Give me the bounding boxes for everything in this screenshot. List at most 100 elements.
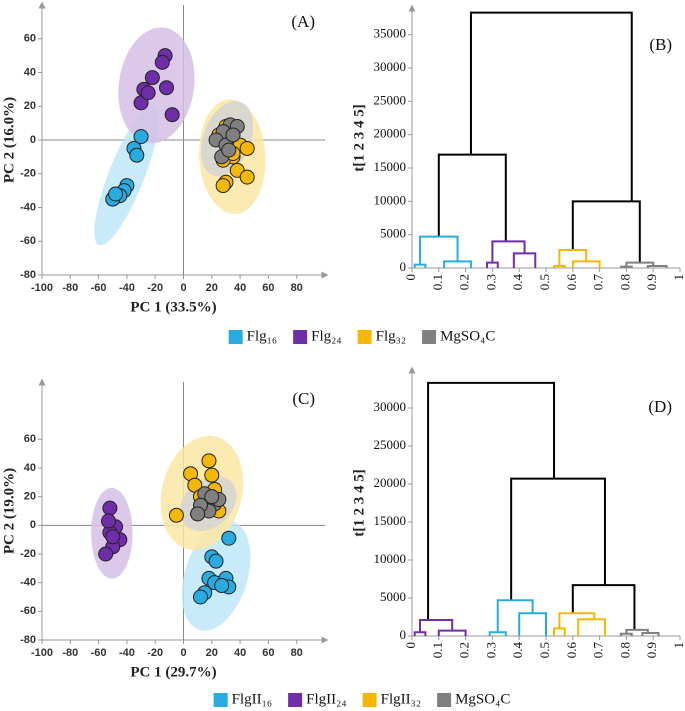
dendrogram-link (641, 631, 660, 636)
x-tick-label: 0.7 (591, 642, 606, 659)
legend-label: Flg₂₄ (311, 328, 341, 344)
point (221, 142, 237, 158)
y-tick-label: 20 (24, 491, 36, 503)
dendrogram-link (512, 252, 537, 268)
x-tick-label: -100 (31, 282, 53, 294)
dendrogram-link (427, 381, 556, 621)
x-tick-label: 0 (180, 647, 186, 659)
dendrogram-link (553, 265, 566, 268)
y-tick-label: 0 (400, 627, 407, 642)
point (133, 95, 149, 111)
dendrogram-link (443, 260, 472, 268)
dendrogram-link (469, 11, 633, 202)
x-tick-label: -60 (91, 282, 107, 294)
x-tick-label: -80 (62, 282, 78, 294)
y-tick-label: 35000 (374, 26, 407, 41)
point (190, 506, 206, 522)
x-tick-label: 0.9 (644, 642, 659, 658)
x-axis-title: PC 1 (29.7%) (130, 664, 216, 680)
y-tick-label: 30000 (374, 399, 407, 414)
point (214, 578, 230, 594)
point (204, 489, 220, 505)
dendrogram-link (646, 265, 668, 268)
point (221, 530, 237, 546)
legend-label: FlgII₂₄ (306, 691, 346, 707)
point (239, 140, 255, 156)
point (105, 529, 121, 545)
legend: Flg₁₆ Flg₂₄ Flg₃₂ MgSO₄C (228, 328, 495, 344)
dendrogram-link (510, 477, 606, 601)
x-axis-title: PC 1 (33.5%) (130, 299, 216, 315)
y-tick-label: 60 (24, 33, 36, 45)
point (98, 546, 114, 562)
x-tick-label: 0.4 (510, 642, 525, 659)
y-tick-label: 30000 (374, 59, 407, 74)
dendrogram-link (413, 631, 427, 636)
dendrogram-link (571, 584, 636, 630)
legend-swatch (437, 693, 452, 707)
panel-label: (D) (648, 397, 672, 416)
dendrogram-link (558, 249, 588, 266)
x-tick-label: 0.6 (564, 642, 579, 659)
y-tick-label: -40 (20, 577, 36, 589)
point (201, 453, 217, 469)
dendrogram-link (625, 261, 655, 267)
x-tick-label: 0.9 (644, 274, 659, 290)
point (129, 147, 145, 163)
x-tick-label: 0.7 (591, 274, 606, 291)
y-tick-label: 0 (30, 134, 36, 146)
dendrogram-link (620, 265, 633, 268)
x-tick-label: 0 (403, 274, 418, 281)
legend-swatch (213, 693, 228, 707)
point (154, 54, 170, 70)
y-tick-label: 0 (400, 259, 407, 274)
x-tick-label: 0.5 (537, 642, 552, 658)
x-tick-label: -40 (119, 282, 135, 294)
point (101, 513, 117, 529)
x-tick-label: 20 (206, 282, 218, 294)
point (133, 129, 149, 145)
x-tick-label: 0.1 (430, 274, 445, 290)
point (102, 500, 118, 516)
y-tick-label: 15000 (374, 159, 407, 174)
x-tick-label: 0.2 (457, 642, 472, 658)
legend: FlgII₁₆ FlgII₂₄ FlgII₃₂ MgSO₄C (213, 691, 510, 707)
x-tick-label: 0.4 (510, 274, 525, 291)
x-tick-label: -20 (147, 647, 163, 659)
y-tick-label: 10000 (374, 192, 407, 207)
dendrogram-link (571, 200, 641, 263)
point (225, 127, 241, 143)
dendrogram-link (437, 629, 467, 636)
y-tick-label: -60 (20, 605, 36, 617)
legend-swatch (357, 330, 372, 344)
y-tick-label: -20 (20, 168, 36, 180)
x-tick-label: 40 (234, 647, 246, 659)
legend-swatch (362, 693, 377, 707)
point (140, 85, 156, 101)
x-tick-label: 60 (262, 647, 274, 659)
x-tick-label: 0 (403, 642, 418, 649)
legend-label: Flg₁₆ (247, 328, 277, 344)
point (192, 589, 208, 605)
x-tick-label: 40 (234, 282, 246, 294)
y-tick-label: 60 (24, 433, 36, 445)
x-tick-label: -100 (31, 647, 53, 659)
point (215, 178, 231, 194)
dendrogram-link (491, 240, 526, 263)
dendrogram-link (419, 235, 459, 265)
point (208, 553, 224, 569)
dendrogram-link (571, 260, 601, 268)
x-tick-label: 0.1 (430, 642, 445, 658)
x-tick-label: 80 (291, 647, 303, 659)
y-tick-label: -20 (20, 548, 36, 560)
x-tick-label: 60 (262, 282, 274, 294)
legend-swatch (288, 693, 303, 707)
x-tick-label: 0.8 (617, 274, 632, 290)
legend-swatch (422, 330, 437, 344)
point (239, 169, 255, 185)
dendrogram-link (625, 628, 649, 634)
x-tick-label: -80 (62, 647, 78, 659)
x-tick-label: 1 (671, 274, 685, 281)
legend-label: FlgII₃₂ (381, 691, 421, 707)
